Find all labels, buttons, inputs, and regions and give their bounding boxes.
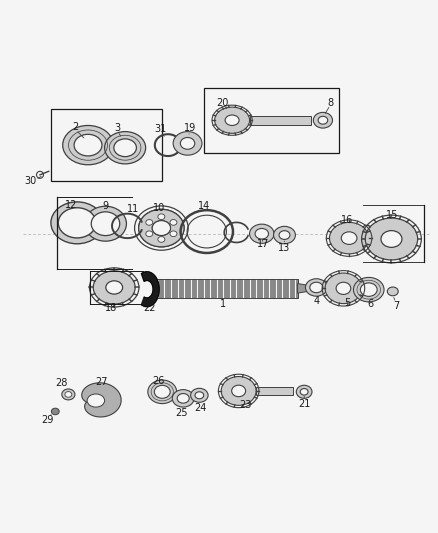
Ellipse shape bbox=[65, 392, 72, 397]
Ellipse shape bbox=[279, 231, 290, 239]
Ellipse shape bbox=[158, 237, 165, 243]
Text: 27: 27 bbox=[95, 377, 107, 387]
Ellipse shape bbox=[152, 221, 170, 236]
Ellipse shape bbox=[85, 206, 127, 241]
Ellipse shape bbox=[177, 393, 189, 403]
Text: 8: 8 bbox=[328, 98, 334, 108]
Ellipse shape bbox=[274, 227, 295, 244]
Text: 20: 20 bbox=[216, 98, 228, 108]
Ellipse shape bbox=[387, 287, 398, 296]
Ellipse shape bbox=[353, 277, 384, 302]
Ellipse shape bbox=[318, 116, 328, 124]
Ellipse shape bbox=[172, 390, 194, 407]
Text: 11: 11 bbox=[127, 204, 139, 214]
Ellipse shape bbox=[360, 283, 377, 296]
Ellipse shape bbox=[296, 385, 312, 398]
Bar bbox=[256, 387, 293, 395]
Ellipse shape bbox=[154, 385, 170, 398]
Polygon shape bbox=[82, 383, 121, 417]
Text: 21: 21 bbox=[298, 399, 311, 409]
Text: 22: 22 bbox=[143, 303, 155, 313]
Ellipse shape bbox=[146, 220, 153, 225]
Ellipse shape bbox=[381, 231, 402, 247]
Text: 14: 14 bbox=[198, 201, 210, 211]
Ellipse shape bbox=[300, 389, 308, 395]
Text: 6: 6 bbox=[367, 300, 374, 310]
Ellipse shape bbox=[139, 209, 184, 247]
Ellipse shape bbox=[170, 231, 177, 237]
Text: 7: 7 bbox=[394, 301, 400, 311]
Ellipse shape bbox=[148, 380, 177, 403]
Ellipse shape bbox=[173, 132, 202, 155]
Ellipse shape bbox=[365, 218, 418, 260]
Ellipse shape bbox=[191, 389, 208, 402]
Ellipse shape bbox=[180, 138, 195, 149]
Text: 23: 23 bbox=[239, 400, 251, 410]
Bar bbox=[250, 116, 311, 125]
Text: 25: 25 bbox=[176, 408, 188, 418]
Ellipse shape bbox=[58, 208, 96, 238]
Ellipse shape bbox=[106, 281, 123, 294]
Ellipse shape bbox=[91, 212, 120, 236]
Bar bbox=[51, 109, 162, 181]
Text: 5: 5 bbox=[344, 298, 350, 308]
Polygon shape bbox=[141, 272, 159, 306]
Text: 29: 29 bbox=[42, 415, 54, 425]
Ellipse shape bbox=[225, 115, 239, 125]
Text: 26: 26 bbox=[152, 376, 165, 386]
Text: 1: 1 bbox=[220, 298, 226, 309]
Text: 17: 17 bbox=[257, 239, 269, 249]
Ellipse shape bbox=[310, 282, 323, 293]
Ellipse shape bbox=[139, 209, 184, 247]
Ellipse shape bbox=[215, 107, 250, 133]
Ellipse shape bbox=[105, 132, 146, 164]
Bar bbox=[204, 88, 339, 153]
Ellipse shape bbox=[170, 220, 177, 225]
Text: 4: 4 bbox=[313, 296, 319, 306]
Ellipse shape bbox=[336, 282, 351, 294]
Text: 10: 10 bbox=[152, 203, 165, 213]
Ellipse shape bbox=[114, 139, 136, 157]
Polygon shape bbox=[297, 284, 315, 293]
Text: 9: 9 bbox=[102, 201, 109, 211]
Text: 19: 19 bbox=[184, 123, 196, 133]
Text: 15: 15 bbox=[386, 210, 399, 220]
Ellipse shape bbox=[250, 224, 274, 244]
Ellipse shape bbox=[51, 202, 103, 244]
Ellipse shape bbox=[146, 231, 153, 237]
Ellipse shape bbox=[329, 222, 369, 254]
Text: 18: 18 bbox=[105, 303, 117, 312]
Text: 24: 24 bbox=[194, 403, 207, 414]
Ellipse shape bbox=[325, 273, 362, 304]
Text: 13: 13 bbox=[279, 243, 291, 253]
Ellipse shape bbox=[195, 392, 204, 399]
Text: 3: 3 bbox=[115, 123, 121, 133]
Ellipse shape bbox=[74, 134, 102, 156]
Text: 12: 12 bbox=[65, 200, 78, 211]
Ellipse shape bbox=[51, 408, 59, 415]
Ellipse shape bbox=[87, 394, 105, 407]
Bar bbox=[155, 279, 297, 298]
Ellipse shape bbox=[313, 112, 332, 128]
Ellipse shape bbox=[93, 271, 135, 304]
Ellipse shape bbox=[341, 232, 357, 245]
Text: 31: 31 bbox=[154, 124, 166, 134]
Ellipse shape bbox=[305, 279, 327, 296]
Text: 28: 28 bbox=[56, 378, 68, 388]
Ellipse shape bbox=[221, 376, 256, 405]
Ellipse shape bbox=[232, 385, 246, 397]
Ellipse shape bbox=[63, 125, 113, 165]
Text: 16: 16 bbox=[341, 215, 353, 225]
Ellipse shape bbox=[152, 221, 170, 236]
Text: 2: 2 bbox=[72, 122, 78, 132]
Ellipse shape bbox=[158, 214, 165, 220]
Ellipse shape bbox=[62, 389, 75, 400]
Ellipse shape bbox=[255, 229, 268, 239]
Text: 30: 30 bbox=[24, 176, 36, 187]
